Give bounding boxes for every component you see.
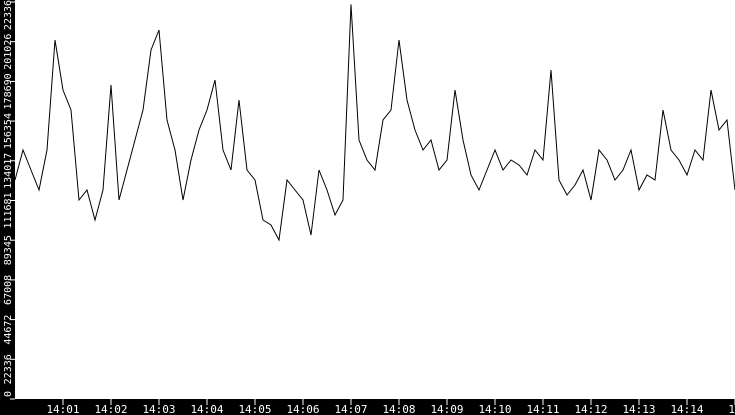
y-tick-label: 22336 (3, 354, 14, 384)
y-axis-bar (0, 0, 15, 415)
x-tick-label: 14:07 (334, 403, 367, 415)
y-tick-label: 111681 (3, 192, 14, 228)
y-tick-label: 0 (3, 391, 14, 397)
x-axis-bar (0, 399, 735, 415)
x-axis: 14:01 14:02 14:03 14:04 14:05 14:06 14:07 14:08… (46, 399, 735, 415)
x-tick-label: 14:06 (286, 403, 319, 415)
x-tick-label: 14:05 (238, 403, 271, 415)
y-tick-label: 89345 (3, 235, 14, 265)
series-line (14, 4, 735, 242)
y-tick-label: 223363 (3, 0, 14, 30)
x-tick-label: 14:11 (526, 403, 559, 415)
y-tick-label: 44672 (3, 315, 14, 345)
x-tick-label: 14:02 (94, 403, 127, 415)
plot-area (15, 0, 735, 399)
y-axis: 0 22336 44672 67008 89345 111681 134017 156354 1… (3, 0, 15, 400)
x-tick-label: 14:04 (190, 403, 223, 415)
x-tick-label: 14:14 (670, 403, 703, 415)
x-tick-label: 14:03 (142, 403, 175, 415)
y-tick-label: 201026 (3, 34, 14, 70)
y-tick-label: 156354 (3, 113, 14, 149)
x-tick-label: 14:10 (478, 403, 511, 415)
y-tick-label: 67008 (3, 275, 14, 305)
x-tick-label: 14:01 (46, 403, 79, 415)
x-tick-label: 14:08 (382, 403, 415, 415)
x-tick-label: 14:09 (430, 403, 463, 415)
x-tick-label: 14:12 (574, 403, 607, 415)
y-tick-label: 178690 (3, 73, 14, 109)
y-tick-label: 134017 (3, 153, 14, 189)
x-tick-label: 14 (728, 403, 735, 415)
x-tick-label: 14:13 (622, 403, 655, 415)
